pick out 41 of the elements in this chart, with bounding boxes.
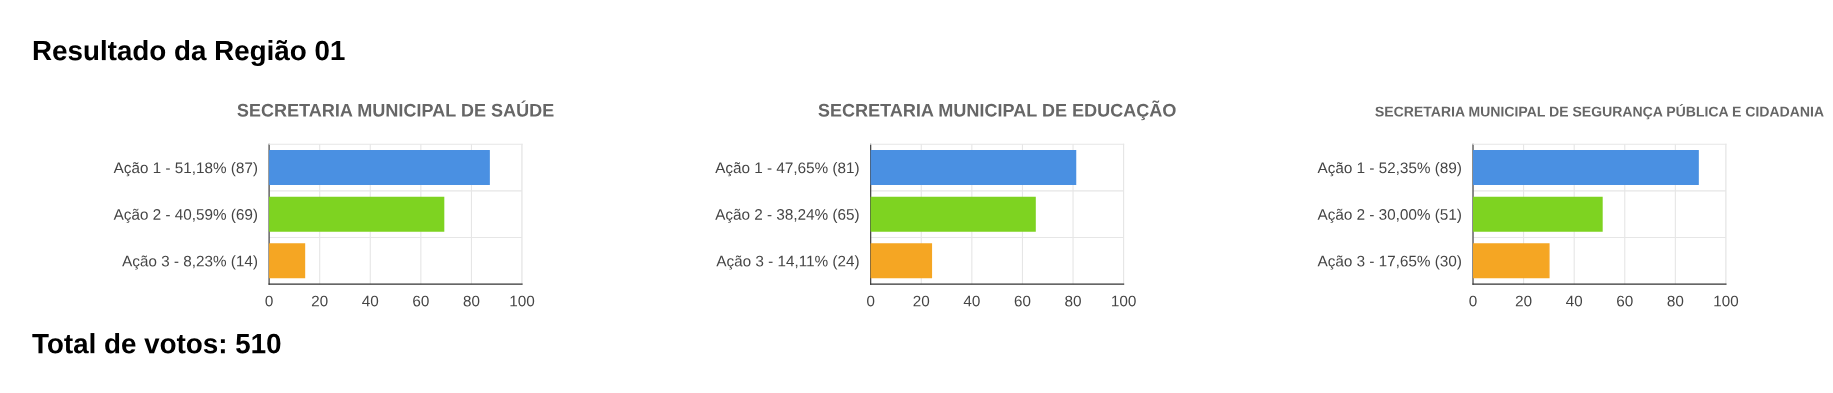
y-tick-label: Ação 3 - 8,23% (14): [122, 255, 258, 270]
x-tick-label: 0: [265, 295, 273, 307]
x-tick-label: 40: [362, 295, 379, 307]
x-tick-label: 100: [1112, 295, 1136, 307]
y-tick-label: Ação 3 - 14,11% (24): [716, 255, 859, 270]
y-tick-label: Ação 2 - 38,24% (65): [715, 208, 859, 223]
x-tick-label: 80: [463, 295, 480, 307]
y-tick-label: Ação 2 - 40,59% (69): [113, 208, 258, 223]
x-tick-label: 60: [1617, 295, 1633, 307]
chart-title: SECRETARIA MUNICIPAL DE EDUCAÇÃO: [818, 100, 1176, 121]
x-tick-label: 20: [1515, 295, 1532, 307]
x-tick-label: 80: [1667, 295, 1684, 307]
chart-title: SECRETARIA MUNICIPAL DE SEGURANÇA PÚBLICA E CIDADANIA: [1375, 104, 1824, 120]
bar: [870, 150, 1077, 186]
x-tick-label: 20: [311, 295, 328, 307]
y-tick-label: Ação 3 - 17,65% (30): [1317, 255, 1461, 270]
x-tick-label: 60: [413, 295, 429, 307]
bar: [269, 150, 490, 186]
bar: [269, 196, 445, 232]
y-tick-label: Ação 1 - 51,18% (87): [113, 162, 258, 177]
x-tick-label: 100: [510, 295, 535, 307]
bar: [1473, 243, 1550, 279]
y-tick-label: Ação 2 - 30,00% (51): [1317, 208, 1461, 223]
bar: [870, 196, 1036, 232]
y-tick-label: Ação 1 - 52,35% (89): [1317, 162, 1461, 177]
bar: [1473, 150, 1699, 186]
y-tick-label: Ação 1 - 47,65% (81): [715, 162, 859, 177]
text: Resultado da Região 01: [33, 39, 345, 67]
x-tick-label: 0: [1469, 295, 1477, 307]
x-tick-label: 0: [867, 295, 875, 307]
text: Total de votos: 510: [32, 333, 281, 354]
bar: [1473, 196, 1603, 232]
x-tick-label: 40: [963, 295, 980, 307]
x-tick-label: 40: [1566, 295, 1583, 307]
x-tick-label: 60: [1014, 295, 1031, 307]
bar: [269, 243, 306, 279]
x-tick-label: 100: [1714, 295, 1739, 307]
bar: [870, 243, 933, 279]
chart-title: SECRETARIA MUNICIPAL DE SAÚDE: [237, 100, 554, 117]
x-tick-label: 80: [1065, 295, 1081, 307]
x-tick-label: 20: [913, 295, 930, 307]
